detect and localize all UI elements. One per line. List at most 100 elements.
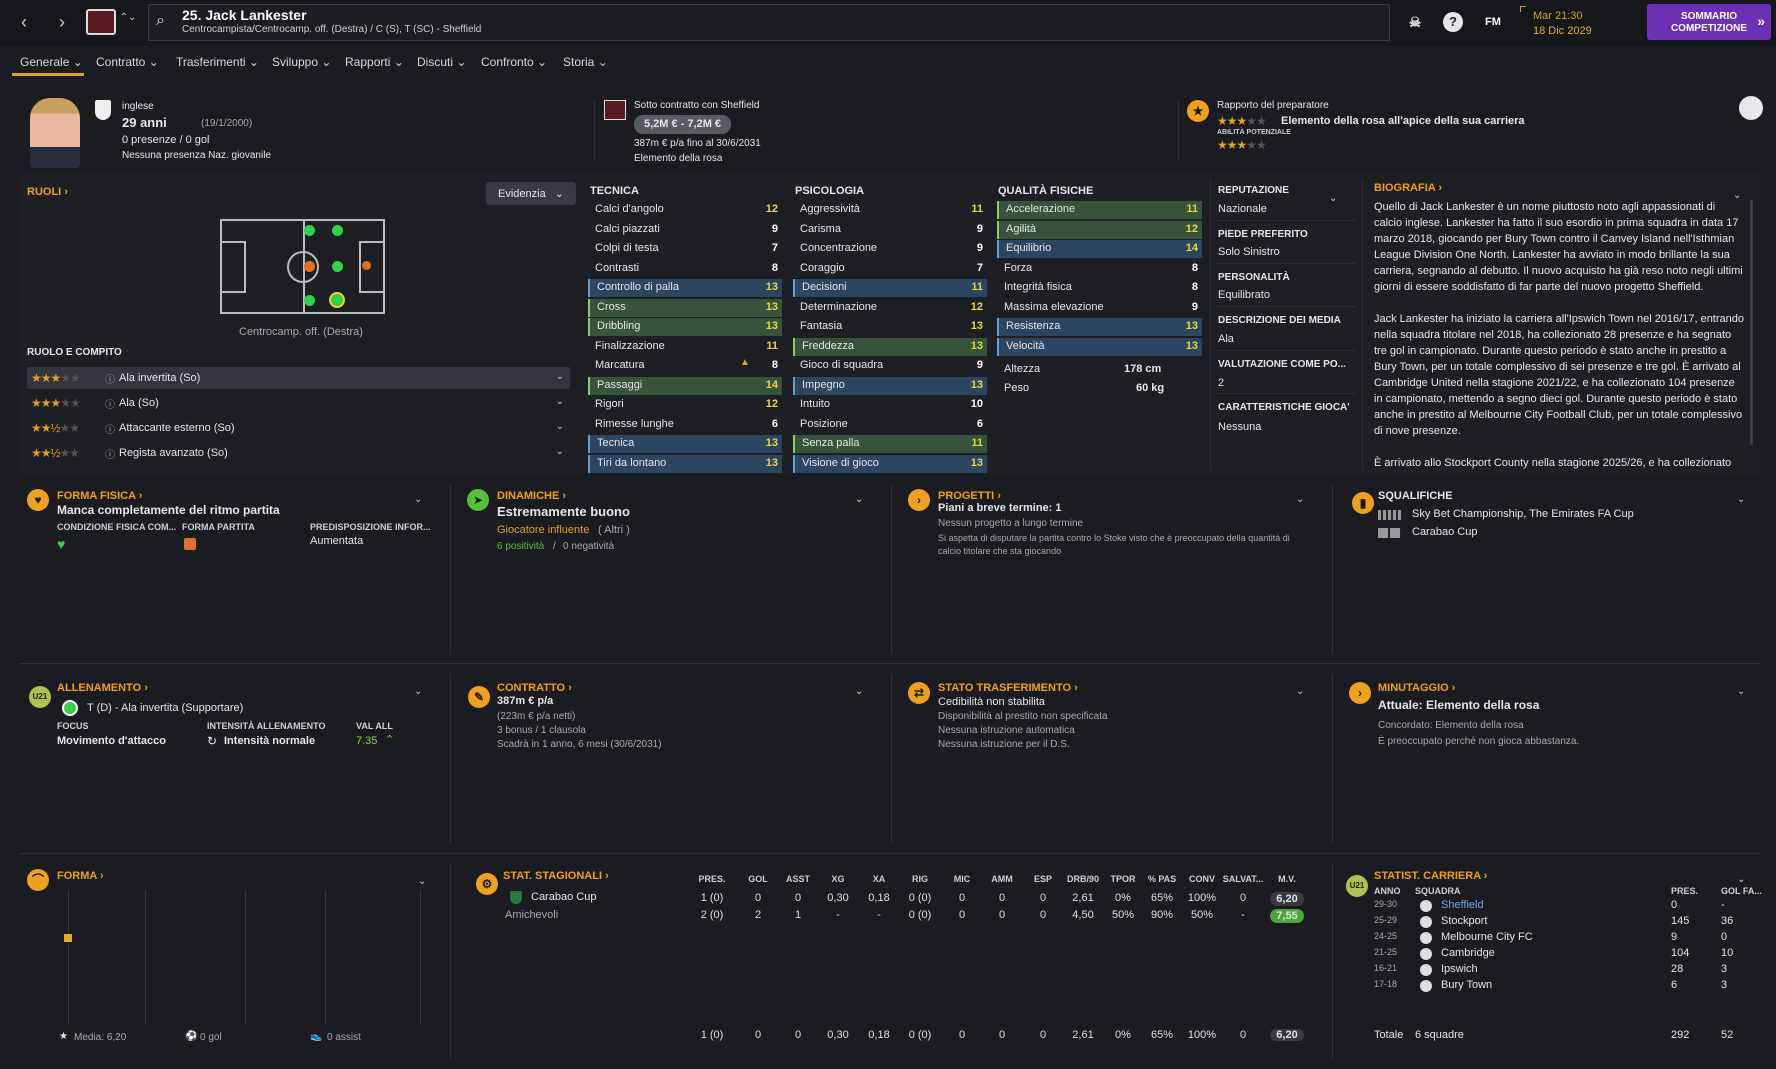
tab-confronto[interactable]: Confronto ⌄ [481,55,548,69]
tab-generale[interactable]: Generale ⌄ [20,55,83,69]
stat-header[interactable]: PRES. [698,874,726,884]
attribute-row[interactable]: Tecnica 13 [588,435,782,453]
attribute-row[interactable]: Concentrazione 9 [793,240,987,258]
attribute-row[interactable]: Gioco di squadra 9 [793,357,987,375]
chevron-down-icon[interactable]: ⌄ [1737,686,1746,697]
back-arrow-icon[interactable]: ‹ [21,12,27,32]
chevron-down-icon[interactable]: ⌄ [414,494,423,505]
attribute-row[interactable]: Resistenza 13 [997,318,1202,336]
stat-header[interactable]: TPOR [1110,874,1136,884]
career-stats-title[interactable]: STATIST. CARRIERA › [1374,870,1488,882]
attribute-row[interactable]: Impegno 13 [793,376,987,395]
form-title[interactable]: FORMA › [57,870,104,882]
training-title[interactable]: ALLENAMENTO › [57,682,148,694]
role-row[interactable]: ★★★★★ ⓘ Ala (So) ⌄ [27,392,570,414]
plans-title[interactable]: PROGETTI › [938,490,1001,502]
chevron-down-icon[interactable]: ⌄ [555,396,564,407]
chevron-down-icon[interactable]: ⌄ [555,421,564,432]
attribute-row[interactable]: Posizione 6 [793,416,987,434]
club-crest-icon[interactable] [86,9,116,35]
attribute-row[interactable]: Rimesse lunghe 6 [588,416,782,434]
stat-header[interactable]: AMM [991,874,1013,884]
playing-time-title[interactable]: MINUTAGGIO › [1378,682,1456,694]
attribute-row[interactable]: Colpi di testa 7 [588,240,782,258]
tab-trasferimenti[interactable]: Trasferimenti ⌄ [176,55,259,69]
stat-header[interactable]: % PAS [1147,874,1177,884]
attribute-row[interactable]: Freddezza 13 [793,337,987,356]
career-team[interactable]: Sheffield [1441,899,1484,911]
highlight-dropdown[interactable]: Evidenzia ⌄ [486,182,576,205]
attribute-row[interactable]: Cross 13 [588,298,782,317]
value-range-badge[interactable]: 5,2M € - 7,2M € [634,115,732,134]
season-stats-title[interactable]: STAT. STAGIONALI › [503,870,609,882]
attribute-row[interactable]: Equilibrio 14 [997,240,1202,258]
role-row[interactable]: ★★½★★ ⓘ Attaccante esterno (So) ⌄ [27,417,570,439]
competition-name[interactable]: Amichevoli [505,909,559,921]
attribute-row[interactable]: Contrasti 8 [588,260,782,278]
attribute-row[interactable]: Velocità 13 [997,337,1202,356]
attribute-row[interactable]: Accelerazione 11 [997,201,1202,219]
chevron-down-icon[interactable]: ⌄ [855,494,864,505]
stat-header[interactable]: SALVAT... [1222,874,1264,884]
chevron-down-icon[interactable]: ⌄ [1733,190,1742,201]
tab-contratto[interactable]: Contratto ⌄ [96,55,159,69]
attribute-row[interactable]: Aggressività 11 [793,201,987,219]
stat-header[interactable]: ASST [785,874,810,884]
career-team[interactable]: Stockport [1441,915,1488,927]
form-rating-point[interactable] [64,934,72,942]
attribute-row[interactable]: Senza palla 11 [793,435,987,453]
attribute-row[interactable]: Carisma 9 [793,221,987,239]
attribute-row[interactable]: Intuito 10 [793,396,987,414]
attribute-row[interactable]: Agilità 12 [997,220,1202,239]
info-icon[interactable]: ⓘ [105,450,115,461]
continue-button[interactable]: SOMMARIO COMPETIZIONE » [1647,4,1771,40]
forward-arrow-icon[interactable]: › [59,12,65,32]
stat-header[interactable]: ESP [1033,874,1052,884]
info-icon[interactable]: ⓘ [105,425,115,436]
info-icon[interactable]: ⓘ [105,400,115,411]
dynamics-title[interactable]: DINAMICHE › [497,490,567,502]
tab-storia[interactable]: Storia ⌄ [563,55,608,69]
career-team[interactable]: Melbourne City FC [1441,931,1533,943]
stat-header[interactable]: GOL [748,874,768,884]
attribute-row[interactable]: Calci piazzati 9 [588,221,782,239]
skull-icon[interactable]: ☠ [1408,14,1422,30]
bio-scrollbar[interactable] [1750,200,1753,445]
competition-name[interactable]: Carabao Cup [531,891,597,903]
attribute-row[interactable]: Passaggi 14 [588,376,782,395]
roles-title[interactable]: RUOLI › [27,186,68,198]
tab-rapporti[interactable]: Rapporti ⌄ [345,55,404,69]
stat-header[interactable]: XG [831,874,845,884]
influence-status[interactable]: Giocatore influente [497,524,590,536]
career-team[interactable]: Bury Town [1441,979,1493,991]
attribute-row[interactable]: Rigori 12 [588,396,782,414]
attribute-row[interactable]: Coraggio 7 [793,260,987,278]
help-icon[interactable]: ? [1443,12,1463,32]
stat-header[interactable]: RIG [911,874,928,884]
attribute-row[interactable]: Marcatura 8 [588,357,782,375]
chevron-down-icon[interactable]: ⌄ [1737,494,1746,505]
transfer-status-title[interactable]: STATO TRASFERIMENTO › [938,682,1078,694]
career-team[interactable]: Cambridge [1441,947,1495,959]
tab-discuti[interactable]: Discuti ⌄ [417,55,467,69]
role-row[interactable]: ★★½★★ ⓘ Regista avanzato (So) ⌄ [27,442,570,464]
attribute-row[interactable]: Calci d'angolo 12 [588,201,782,219]
attribute-row[interactable]: Tiri da lontano 13 [588,454,782,473]
career-team[interactable]: Ipswich [1441,963,1478,975]
stat-header[interactable]: MIC [953,874,971,884]
chevron-updown-icon[interactable]: ⌃⌄ [119,12,137,23]
tab-sviluppo[interactable]: Sviluppo ⌄ [272,55,332,69]
chevron-down-icon[interactable]: ⌄ [1737,874,1746,885]
attribute-row[interactable]: Finalizzazione 11 [588,338,782,356]
chevron-down-icon[interactable]: ⌄ [414,686,423,697]
role-row[interactable]: ★★★★★ ⓘ Ala invertita (So) ⌄ [27,367,570,389]
attribute-row[interactable]: Determinazione 12 [793,299,987,317]
attribute-row[interactable]: Controllo di palla 13 [588,279,782,297]
bio-title[interactable]: BIOGRAFIA › [1374,182,1443,194]
stat-header[interactable]: XA [872,874,886,884]
fitness-title[interactable]: FORMA FISICA › [57,490,143,502]
chevron-down-icon[interactable]: ⌄ [1296,686,1305,697]
contract-title[interactable]: CONTRATTO › [497,682,572,694]
attribute-row[interactable]: Massima elevazione 9 [997,299,1202,317]
chevron-down-icon[interactable]: ⌄ [1329,193,1338,204]
